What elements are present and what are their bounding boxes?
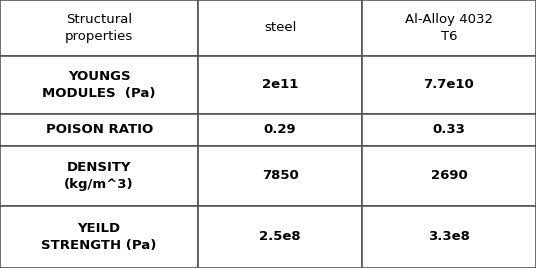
Text: 0.33: 0.33 bbox=[433, 123, 465, 136]
Bar bbox=[198, 0, 362, 55]
Bar bbox=[198, 206, 362, 268]
Text: 7.7e10: 7.7e10 bbox=[423, 78, 474, 91]
Bar bbox=[362, 0, 536, 55]
Bar bbox=[198, 114, 362, 146]
Text: 3.3e8: 3.3e8 bbox=[428, 230, 470, 243]
Text: 2690: 2690 bbox=[430, 169, 467, 182]
Text: Structural
properties: Structural properties bbox=[65, 13, 133, 43]
Bar bbox=[0, 0, 198, 55]
Text: 2.5e8: 2.5e8 bbox=[259, 230, 301, 243]
Bar bbox=[198, 55, 362, 114]
Bar bbox=[362, 206, 536, 268]
Bar bbox=[362, 55, 536, 114]
Text: YEILD
STRENGTH (Pa): YEILD STRENGTH (Pa) bbox=[41, 222, 157, 252]
Bar bbox=[0, 206, 198, 268]
Bar bbox=[0, 146, 198, 206]
Bar bbox=[198, 146, 362, 206]
Text: POISON RATIO: POISON RATIO bbox=[46, 123, 153, 136]
Bar bbox=[362, 146, 536, 206]
Text: DENSITY
(kg/m^3): DENSITY (kg/m^3) bbox=[64, 161, 134, 191]
Text: steel: steel bbox=[264, 21, 296, 34]
Text: 0.29: 0.29 bbox=[264, 123, 296, 136]
Text: 7850: 7850 bbox=[262, 169, 299, 182]
Bar bbox=[0, 55, 198, 114]
Text: Al-Alloy 4032
T6: Al-Alloy 4032 T6 bbox=[405, 13, 493, 43]
Text: YOUNGS
MODULES  (Pa): YOUNGS MODULES (Pa) bbox=[42, 70, 156, 100]
Bar bbox=[362, 114, 536, 146]
Text: 2e11: 2e11 bbox=[262, 78, 298, 91]
Bar bbox=[0, 114, 198, 146]
